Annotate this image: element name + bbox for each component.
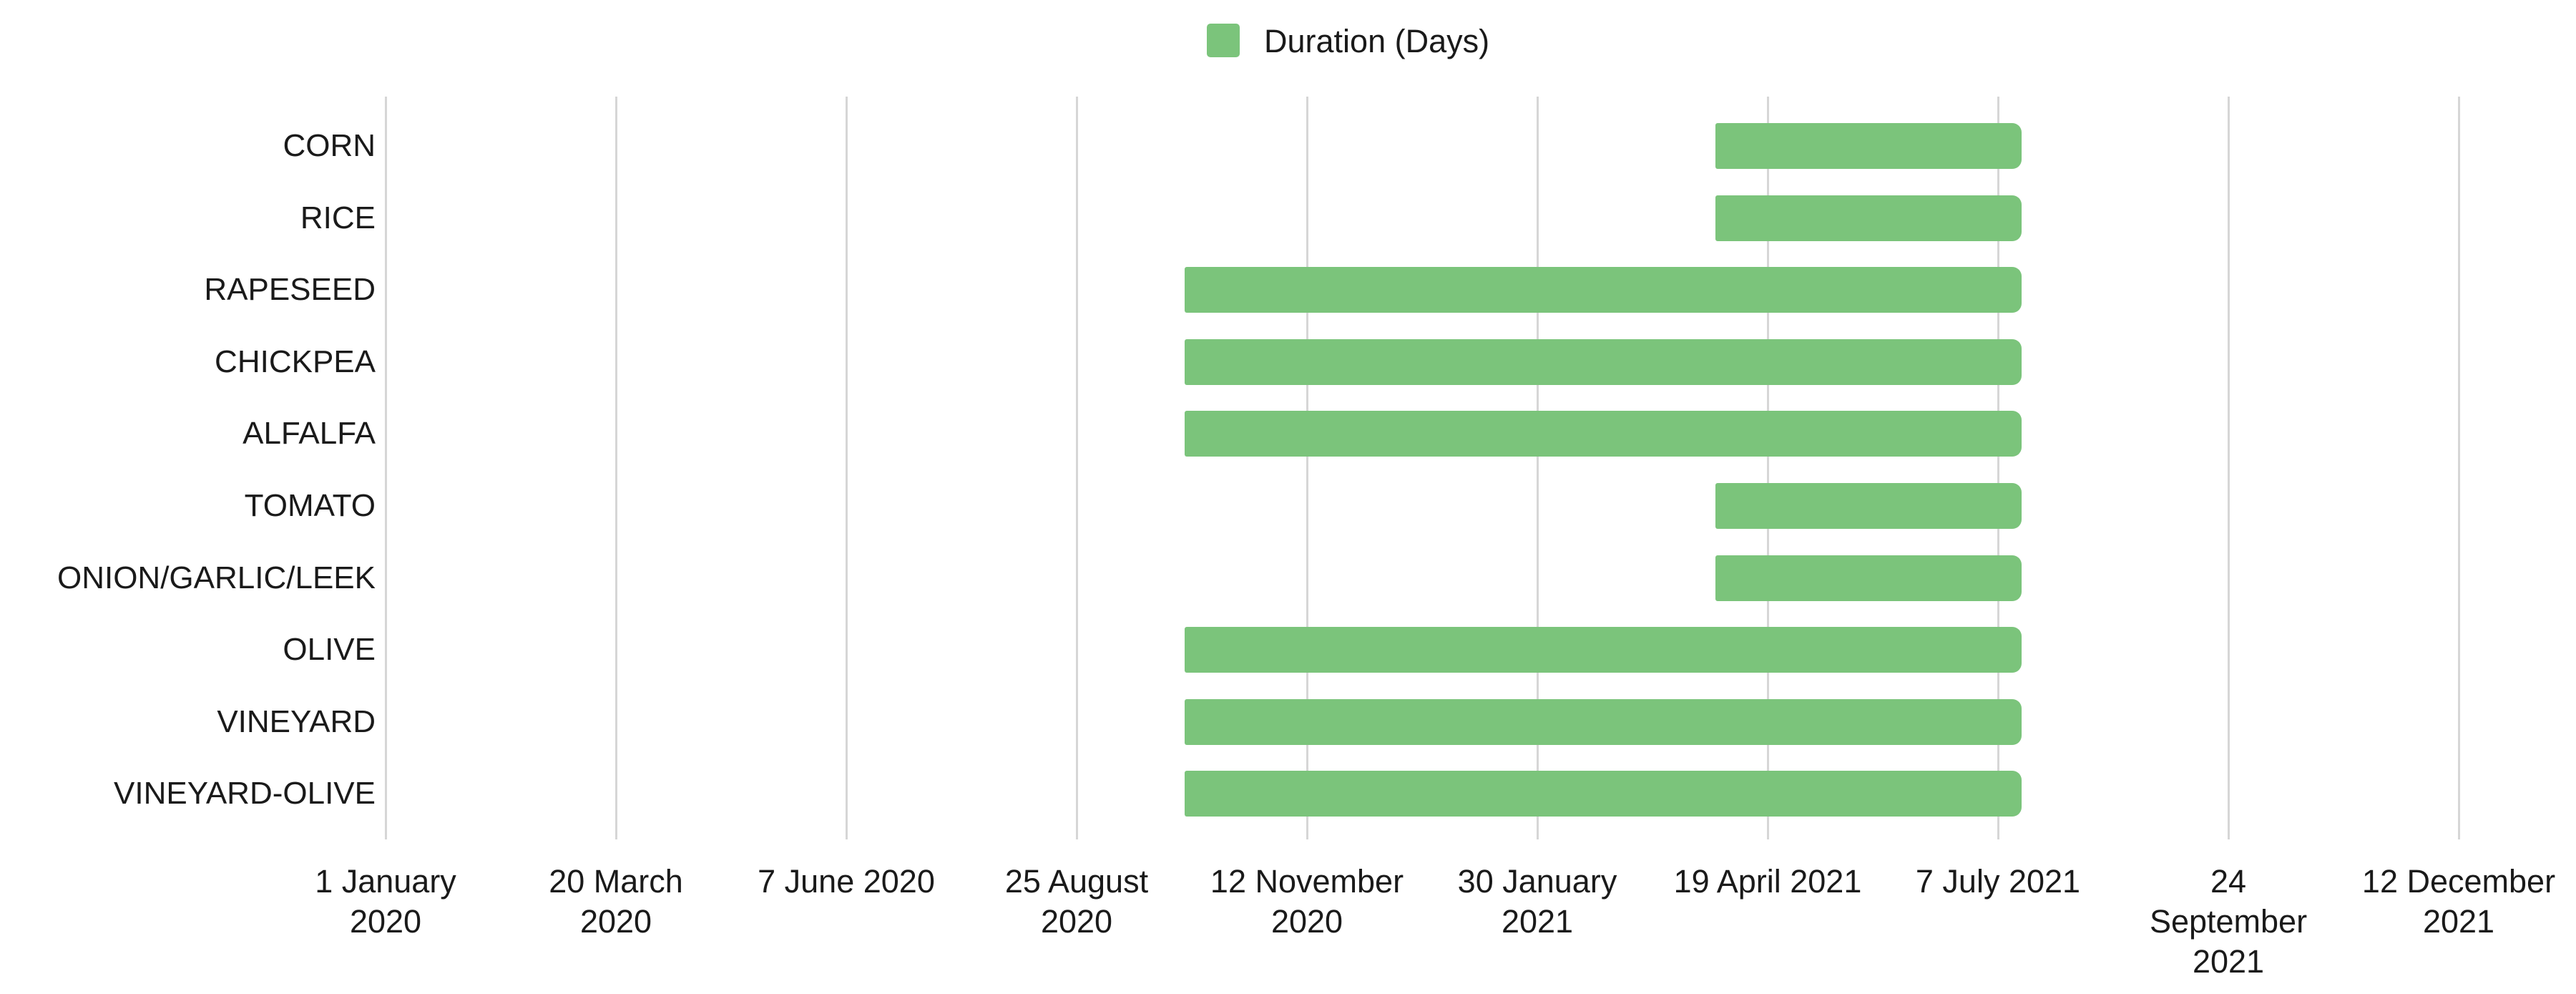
x-tick-line: 1 January: [315, 863, 456, 900]
bar-vineyard-olive: [1184, 771, 2022, 817]
x-tick-label-2020-06-07: 7 June 2020: [725, 862, 968, 902]
x-tick-label-2021-12-12: 12 December 2021: [2337, 862, 2576, 942]
bar-rice: [1715, 195, 2022, 241]
bar-olive: [1184, 627, 2022, 673]
bar-corn: [1715, 123, 2022, 169]
gridline-2021-01-30: [1536, 97, 1539, 839]
x-tick-line: 12 December: [2361, 863, 2556, 900]
row-label-alfalfa: ALFALFA: [243, 416, 376, 452]
x-tick-label-2020-03-20: 20 March 2020: [494, 862, 738, 942]
row-label-vineyard: VINEYARD: [217, 703, 376, 739]
row-label-rice: RICE: [300, 200, 376, 235]
row-label-olive: OLIVE: [283, 632, 376, 668]
gridline-2020-08-25: [1075, 97, 1078, 839]
legend: Duration (Days): [1207, 24, 1489, 57]
row-label-tomato: TOMATO: [244, 488, 376, 523]
x-tick-line: 2020: [579, 903, 652, 940]
row-label-vineyard-olive: VINEYARD-OLIVE: [114, 776, 376, 812]
gridline-2020-06-07: [845, 97, 848, 839]
x-tick-line: 25 August: [1004, 863, 1149, 900]
gridline-2020-01-01: [384, 97, 387, 839]
x-tick-label-2021-04-19: 19 April 2021: [1646, 862, 1889, 902]
bar-chickpea: [1184, 338, 2022, 385]
x-tick-label-2021-09-24: 24 September 2021: [2107, 862, 2350, 982]
x-tick-line: 7 July 2021: [1915, 863, 2081, 900]
bar-rapeseed: [1184, 267, 2022, 313]
x-tick-line: 12 November: [1210, 863, 1404, 900]
x-tick-line: 19 April 2021: [1673, 863, 1862, 900]
row-label-chickpea: CHICKPEA: [215, 343, 376, 379]
x-tick-line: 2020: [1040, 903, 1113, 940]
x-tick-label-2020-08-25: 25 August 2020: [955, 862, 1198, 942]
gridline-2020-03-20: [614, 97, 617, 839]
x-tick-line: 2020: [349, 903, 422, 940]
x-tick-line: 2021: [1501, 903, 1574, 940]
gridline-2021-09-24: [2227, 97, 2230, 839]
x-tick-label-2021-07-07: 7 July 2021: [1876, 862, 2120, 902]
legend-swatch-icon: [1207, 24, 1240, 57]
x-tick-line: 30 January: [1457, 863, 1617, 900]
row-label-onion-garlic-leek: ONION/GARLIC/LEEK: [57, 560, 376, 595]
x-tick-line: 20 March: [549, 863, 683, 900]
x-tick-line: 2021: [2192, 943, 2265, 980]
row-label-corn: CORN: [283, 128, 376, 163]
x-tick-label-2020-11-12: 12 November 2020: [1185, 862, 1429, 942]
gridline-2021-07-07: [1997, 97, 1999, 839]
bar-tomato: [1715, 483, 2022, 529]
bar-alfalfa: [1184, 411, 2022, 457]
legend-label: Duration (Days): [1264, 23, 1490, 59]
gridline-2020-11-12: [1306, 97, 1308, 839]
x-tick-line: September: [2149, 903, 2308, 940]
x-tick-line: 2020: [1270, 903, 1343, 940]
x-tick-line: 2021: [2422, 903, 2495, 940]
bar-onion-garlic-leek: [1715, 555, 2022, 601]
x-tick-line: 24: [2210, 863, 2247, 900]
bar-vineyard: [1184, 698, 2022, 745]
gridline-2021-12-12: [2457, 97, 2460, 839]
x-tick-label-2020-01-01: 1 January 2020: [264, 862, 507, 942]
x-tick-label-2021-01-30: 30 January 2021: [1416, 862, 1659, 942]
x-tick-line: 7 June 2020: [758, 863, 935, 900]
gridline-2021-04-19: [1766, 97, 1769, 839]
row-label-rapeseed: RAPESEED: [204, 272, 376, 308]
